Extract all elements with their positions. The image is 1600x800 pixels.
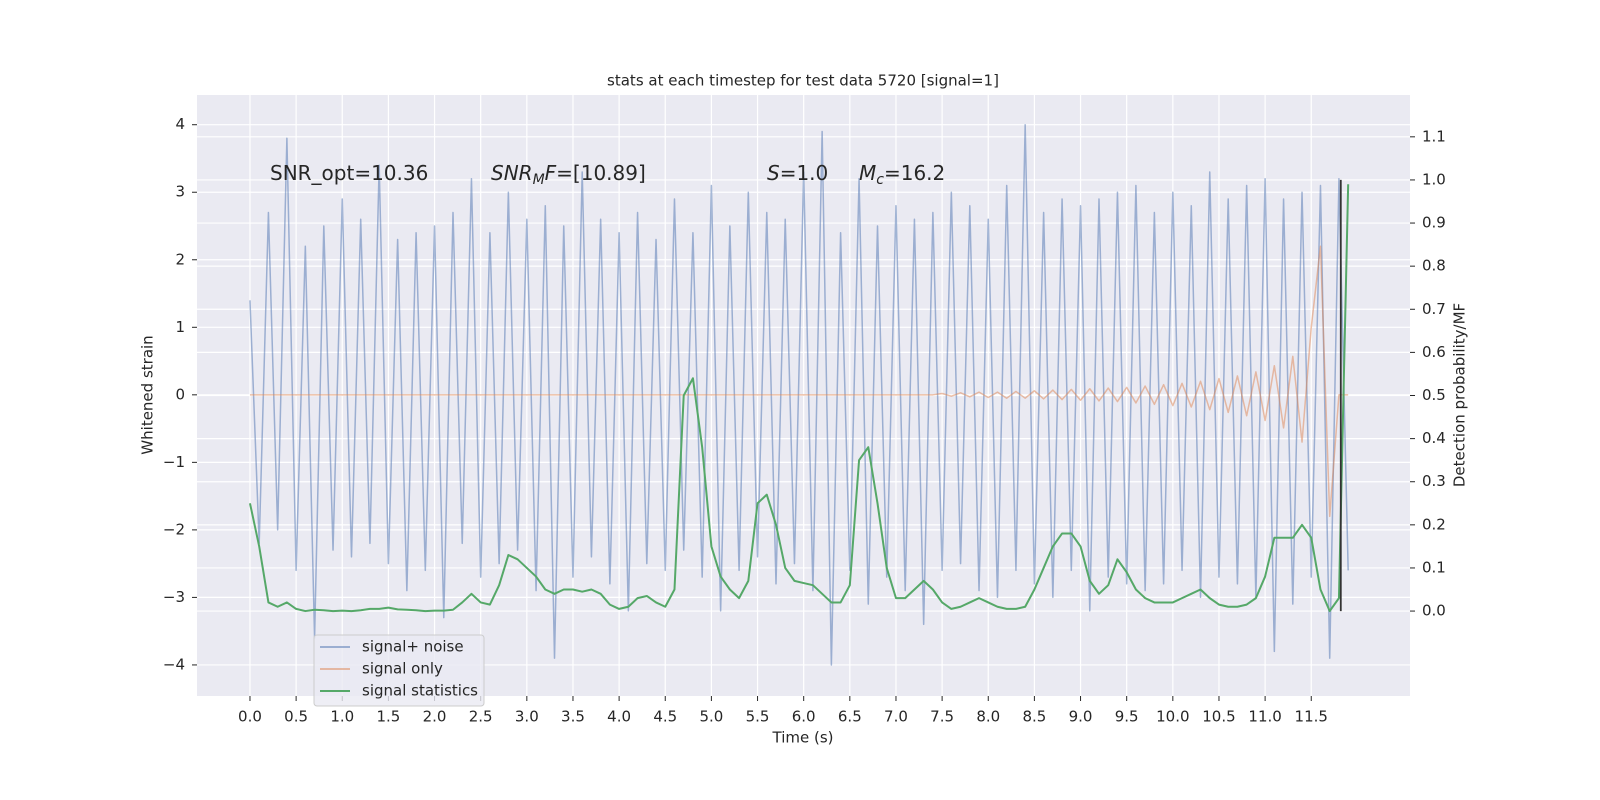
y2-tick-label: 0.4: [1422, 429, 1446, 447]
x-tick-label: 10.5: [1202, 708, 1235, 726]
x-tick-label: 9.0: [1069, 708, 1093, 726]
y2-axis-label: Detection probability/MF: [1451, 303, 1469, 487]
x-tick-label: 10.0: [1156, 708, 1189, 726]
y-tick-label: −1: [163, 453, 185, 471]
y2-tick-label: 0.0: [1422, 602, 1446, 620]
annotation: SNRMF=[10.89]: [491, 161, 646, 189]
y2-tick-label: 0.6: [1422, 343, 1446, 361]
x-tick-label: 7.5: [930, 708, 954, 726]
annotation: S=1.0: [767, 161, 828, 185]
annotation-part: M: [533, 172, 545, 188]
x-tick-label: 4.0: [607, 708, 631, 726]
y-tick-label: 0: [175, 385, 185, 403]
annotation-part: SNR: [491, 161, 533, 185]
x-tick-label: 2.0: [423, 708, 447, 726]
legend-box: [313, 634, 485, 707]
y-tick-label: 1: [175, 318, 185, 336]
annotation-part: =1.0: [780, 161, 829, 185]
x-tick-label: 11.5: [1295, 708, 1328, 726]
x-tick-label: 7.0: [884, 708, 908, 726]
x-tick-label: 6.5: [838, 708, 862, 726]
y2-tick-label: 1.0: [1422, 170, 1446, 188]
x-tick-label: 4.5: [653, 708, 677, 726]
annotation-part: c: [876, 172, 884, 188]
x-tick-label: 8.0: [976, 708, 1000, 726]
x-tick-label: 3.5: [561, 708, 585, 726]
y2-tick-label: 0.5: [1422, 386, 1446, 404]
series-line: [249, 245, 1349, 518]
y2-tick-label: 1.1: [1422, 127, 1446, 145]
x-tick-label: 1.0: [330, 708, 354, 726]
y2-tick-label: 0.9: [1422, 214, 1446, 232]
x-tick-label: 8.5: [1022, 708, 1046, 726]
x-tick-label: 3.0: [515, 708, 539, 726]
y-tick-label: 4: [175, 115, 185, 133]
annotation-part: =[10.89]: [556, 161, 646, 185]
y2-tick-label: 0.1: [1422, 558, 1446, 576]
x-tick-label: 5.0: [699, 708, 723, 726]
annotation: Mc=16.2: [859, 161, 945, 189]
y-tick-label: 2: [175, 250, 185, 268]
x-tick-label: 1.5: [376, 708, 400, 726]
y-axis-label: Whitened strain: [139, 335, 157, 454]
x-tick-label: 6.0: [792, 708, 816, 726]
legend-label: signal only: [362, 660, 443, 678]
annotation-part: =16.2: [884, 161, 945, 185]
x-tick-label: 2.5: [469, 708, 493, 726]
y-tick-label: −4: [163, 655, 185, 673]
legend-label: signal+ noise: [362, 638, 464, 656]
legend: signal+ noise signal only signal statistic…: [313, 634, 485, 707]
y-tick-label: 3: [175, 183, 185, 201]
annotation-part: SNR_opt=10.36: [270, 161, 428, 185]
y2-tick-label: 0.2: [1422, 515, 1446, 533]
annotation-part: F: [545, 161, 557, 185]
x-tick-label: 11.0: [1248, 708, 1281, 726]
series-line: [249, 123, 1349, 666]
y-tick-label: −2: [163, 520, 185, 538]
legend-label: signal statistics: [362, 682, 478, 700]
plot-area: SNR_opt=10.36 SNRMF=[10.89] S=1.0 Mc=16.2: [248, 123, 1350, 666]
annotation-part: M: [859, 161, 876, 185]
axes: 0.0 0.5 1.0 1.5 2.0 2.5 3.0 3.5 4.0 4.5 5.0 5.5 6.0 6…: [163, 115, 1446, 725]
series-line: [248, 184, 1350, 613]
y2-tick-label: 0.8: [1422, 257, 1446, 275]
x-tick-label: 0.5: [284, 708, 308, 726]
y2-tick-label: 0.7: [1422, 300, 1446, 318]
x-tick-label: 5.5: [746, 708, 770, 726]
annotation-part: S: [767, 161, 780, 185]
chart-title: stats at each timestep for test data 572…: [607, 72, 999, 90]
x-tick-label: 0.0: [238, 708, 262, 726]
y-tick-label: −3: [163, 588, 185, 606]
annotation: SNR_opt=10.36: [270, 161, 428, 185]
x-axis-label: Time (s): [772, 729, 834, 747]
y2-tick-label: 0.3: [1422, 472, 1446, 490]
x-tick-label: 9.5: [1115, 708, 1139, 726]
